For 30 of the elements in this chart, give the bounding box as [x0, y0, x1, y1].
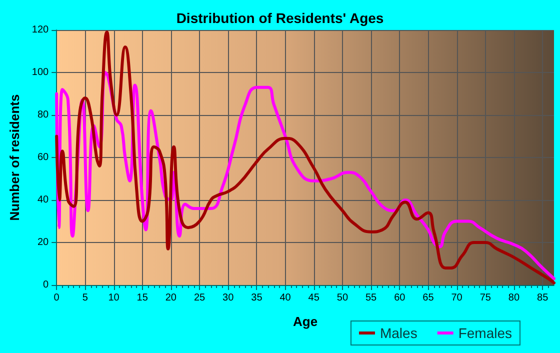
y-tick-label: 60	[37, 152, 50, 163]
y-tick-label: 20	[37, 237, 50, 248]
x-tick-label: 10	[108, 292, 120, 304]
x-tick-label: 0	[54, 292, 60, 304]
x-tick-label: 35	[251, 292, 263, 304]
chart-title: Distribution of Residents' Ages	[176, 10, 384, 26]
x-tick-label: 75	[480, 292, 492, 304]
y-tick-label: 120	[32, 24, 50, 36]
x-tick-label: 70	[451, 292, 463, 304]
x-tick-label: 45	[308, 292, 320, 304]
x-tick-label: 30	[222, 292, 234, 304]
x-tick-label: 40	[280, 292, 292, 304]
legend-label: Males	[380, 325, 418, 341]
x-axis-title: Age	[293, 314, 318, 329]
x-tick-label: 25	[194, 292, 206, 304]
x-tick-label: 20	[165, 292, 177, 304]
x-tick-label: 5	[82, 292, 88, 304]
x-tick-label: 55	[365, 292, 378, 304]
y-tick-label: 40	[37, 194, 50, 206]
y-tick-label: 100	[32, 67, 50, 78]
x-tick-label: 65	[422, 292, 434, 304]
x-tick-label: 80	[508, 292, 520, 304]
y-tick-label: 0	[43, 280, 50, 290]
legend-label: Females	[458, 325, 512, 341]
x-tick-label: 15	[136, 292, 148, 304]
x-tick-label: 85	[537, 292, 549, 304]
y-tick-label: 80	[37, 110, 50, 120]
x-tick-label: 60	[394, 292, 406, 304]
x-tick-label: 50	[336, 292, 348, 304]
y-axis-title: Number of residents	[7, 94, 22, 221]
